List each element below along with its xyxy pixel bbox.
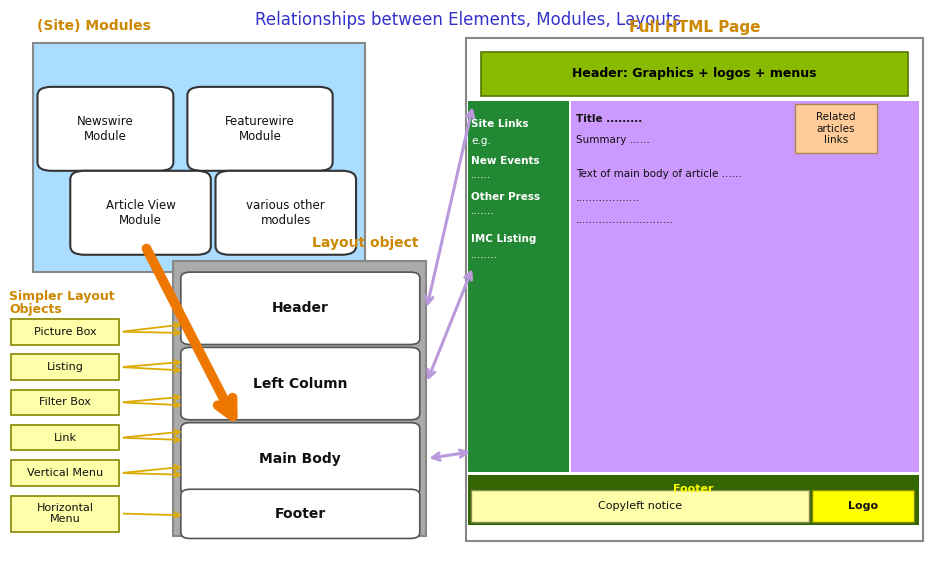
FancyBboxPatch shape bbox=[215, 171, 356, 255]
FancyBboxPatch shape bbox=[37, 87, 173, 171]
Text: Other Press: Other Press bbox=[471, 192, 540, 202]
Text: Left Column: Left Column bbox=[253, 376, 347, 391]
FancyBboxPatch shape bbox=[570, 101, 918, 472]
Text: Footer: Footer bbox=[274, 507, 326, 521]
FancyBboxPatch shape bbox=[181, 347, 419, 420]
Text: (Site) Modules: (Site) Modules bbox=[37, 19, 152, 33]
FancyBboxPatch shape bbox=[181, 272, 419, 345]
Text: e.g.: e.g. bbox=[471, 135, 490, 146]
Text: .............................: ............................. bbox=[576, 215, 673, 225]
Text: ...................: ................... bbox=[576, 193, 639, 203]
Text: Newswire
Module: Newswire Module bbox=[77, 115, 134, 143]
FancyBboxPatch shape bbox=[70, 171, 211, 255]
Text: Copyleft notice: Copyleft notice bbox=[597, 501, 681, 511]
Text: Listing: Listing bbox=[47, 362, 83, 372]
FancyBboxPatch shape bbox=[181, 423, 419, 495]
Text: Logo: Logo bbox=[847, 501, 877, 511]
FancyBboxPatch shape bbox=[480, 52, 907, 96]
Text: Vertical Menu: Vertical Menu bbox=[27, 468, 103, 478]
Text: New Events: New Events bbox=[471, 156, 539, 166]
Text: Layout object: Layout object bbox=[312, 236, 418, 250]
Text: Filter Box: Filter Box bbox=[39, 397, 91, 408]
FancyBboxPatch shape bbox=[467, 475, 918, 525]
FancyBboxPatch shape bbox=[11, 354, 119, 380]
Text: Main Body: Main Body bbox=[259, 452, 341, 466]
FancyBboxPatch shape bbox=[33, 43, 365, 272]
Text: Full HTML Page: Full HTML Page bbox=[628, 20, 759, 35]
Text: Featurewire
Module: Featurewire Module bbox=[225, 115, 295, 143]
FancyBboxPatch shape bbox=[465, 38, 922, 541]
Text: IMC Listing: IMC Listing bbox=[471, 233, 536, 244]
Text: Summary ......: Summary ...... bbox=[576, 135, 650, 145]
Text: Relationships between Elements, Modules, Layouts: Relationships between Elements, Modules,… bbox=[256, 11, 680, 30]
Text: Text of main body of article ......: Text of main body of article ...... bbox=[576, 168, 741, 179]
Text: Objects: Objects bbox=[9, 303, 62, 316]
Text: Site Links: Site Links bbox=[471, 119, 528, 130]
FancyBboxPatch shape bbox=[467, 101, 568, 472]
Text: Article View
Module: Article View Module bbox=[106, 199, 175, 227]
Text: Horizontal
Menu: Horizontal Menu bbox=[37, 503, 94, 525]
FancyBboxPatch shape bbox=[11, 390, 119, 415]
FancyBboxPatch shape bbox=[11, 496, 119, 532]
FancyBboxPatch shape bbox=[181, 489, 419, 538]
Text: various other
modules: various other modules bbox=[246, 199, 325, 227]
Text: .......: ....... bbox=[471, 206, 494, 217]
Text: Picture Box: Picture Box bbox=[34, 327, 96, 337]
FancyBboxPatch shape bbox=[187, 87, 332, 171]
Text: ......: ...... bbox=[471, 170, 491, 181]
Text: Related
articles
links: Related articles links bbox=[815, 112, 855, 145]
Text: Footer: Footer bbox=[672, 484, 713, 494]
Text: ........: ........ bbox=[471, 250, 498, 260]
Text: Simpler Layout: Simpler Layout bbox=[9, 290, 115, 303]
FancyBboxPatch shape bbox=[173, 261, 426, 536]
Text: Title .........: Title ......... bbox=[576, 113, 642, 124]
FancyBboxPatch shape bbox=[794, 104, 876, 153]
FancyBboxPatch shape bbox=[471, 490, 808, 522]
Text: Header: Graphics + logos + menus: Header: Graphics + logos + menus bbox=[572, 67, 815, 80]
FancyBboxPatch shape bbox=[11, 319, 119, 345]
FancyBboxPatch shape bbox=[11, 460, 119, 486]
FancyBboxPatch shape bbox=[812, 490, 913, 522]
Text: Link: Link bbox=[53, 433, 77, 443]
Text: Header: Header bbox=[271, 301, 329, 316]
FancyBboxPatch shape bbox=[11, 425, 119, 450]
